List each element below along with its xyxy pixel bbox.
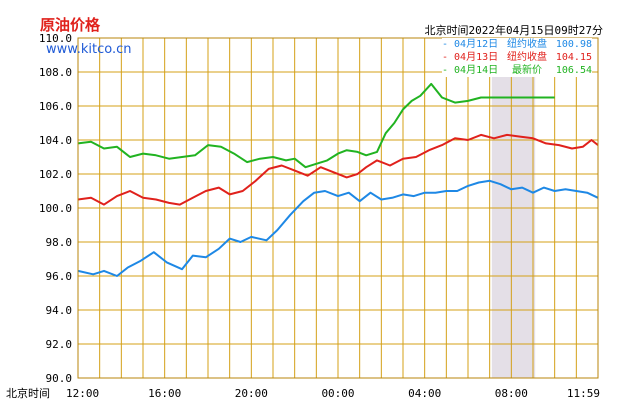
- y-tick-label: 92.0: [46, 338, 73, 351]
- y-tick-label: 90.0: [46, 372, 73, 385]
- legend: - 04月12日 纽约收盘 100.98 - 04月13日 纽约收盘 104.1…: [442, 38, 592, 77]
- x-tick-label: 20:00: [235, 387, 268, 400]
- y-tick-label: 110.0: [39, 32, 72, 45]
- y-tick-label: 104.0: [39, 134, 72, 147]
- series-line-2: [77, 133, 599, 206]
- legend-date: - 04月13日: [442, 52, 499, 63]
- y-tick-label: 108.0: [39, 66, 72, 79]
- x-axis-title: 北京时间: [6, 386, 50, 400]
- chart-title: 原油价格: [40, 16, 101, 34]
- timestamp: 北京时间2022年04月15日09时27分: [424, 24, 603, 37]
- y-tick-label: 96.0: [46, 270, 73, 283]
- x-tick-label: 04:00: [408, 387, 441, 400]
- legend-value: 100.98: [555, 39, 592, 50]
- x-tick-label: 16:00: [148, 387, 181, 400]
- legend-label: 最新价: [512, 65, 542, 76]
- y-tick-label: 100.0: [39, 202, 72, 215]
- y-tick-label: 106.0: [39, 100, 72, 113]
- legend-label: 纽约收盘: [507, 39, 547, 50]
- legend-label: 纽约收盘: [507, 52, 547, 63]
- x-tick-label: 12:00: [66, 387, 99, 400]
- legend-item-red: - 04月13日 纽约收盘 104.15: [442, 51, 592, 64]
- x-tick-label: 08:00: [495, 387, 528, 400]
- site-url: www.kitco.cn: [46, 42, 132, 57]
- legend-date: - 04月12日: [442, 39, 499, 50]
- y-tick-label: 94.0: [46, 304, 73, 317]
- legend-item-green: - 04月14日 最新价 106.54: [442, 64, 592, 77]
- legend-value: 104.15: [555, 52, 592, 63]
- series-line-3: [77, 82, 555, 169]
- legend-date: - 04月14日: [442, 65, 499, 76]
- legend-item-blue: - 04月12日 纽约收盘 100.98: [442, 38, 592, 51]
- plot-frame: [77, 37, 599, 379]
- legend-value: 106.54: [555, 65, 592, 76]
- x-tick-label: 00:00: [321, 387, 354, 400]
- y-tick-label: 98.0: [46, 236, 73, 249]
- series-line-1: [77, 179, 599, 277]
- x-tick-label: 11:59: [567, 387, 600, 400]
- y-tick-label: 102.0: [39, 168, 72, 181]
